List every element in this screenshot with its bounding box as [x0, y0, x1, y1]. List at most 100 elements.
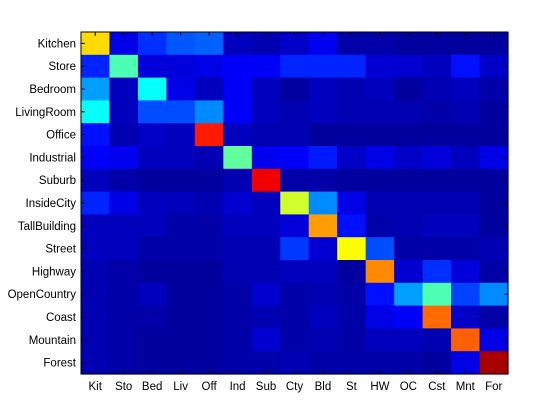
- y-tick-label: Bedroom: [29, 84, 76, 96]
- heatmap-cell: [422, 237, 452, 261]
- heatmap-cell: [337, 260, 367, 284]
- heatmap-cell: [251, 146, 281, 170]
- heatmap-cell: [81, 191, 111, 215]
- heatmap-cell: [109, 214, 139, 238]
- heatmap-cell: [337, 282, 367, 307]
- heatmap-cell: [280, 237, 310, 261]
- heatmap-cell: [365, 282, 395, 307]
- heatmap-cell: [109, 260, 139, 284]
- heatmap-cell: [365, 54, 395, 79]
- heatmap-cell: [109, 123, 139, 147]
- heatmap-cell: [280, 351, 310, 375]
- heatmap-cell: [337, 54, 367, 79]
- heatmap-cell: [109, 328, 139, 352]
- heatmap-cell: [194, 260, 224, 284]
- heatmap-cell: [251, 351, 281, 375]
- heatmap-cell: [194, 191, 224, 215]
- heatmap-cell: [365, 260, 395, 284]
- heatmap-cell: [422, 32, 452, 56]
- x-tick-label: Bed: [142, 381, 162, 393]
- heatmap-cell: [308, 168, 338, 193]
- heatmap-cell: [394, 146, 424, 170]
- heatmap-cell: [479, 237, 509, 261]
- heatmap-cell: [223, 168, 253, 193]
- heatmap-cell: [337, 351, 367, 375]
- heatmap-cell: [422, 191, 452, 215]
- heatmap-cell: [166, 146, 196, 170]
- x-tick-label: Kit: [89, 381, 103, 393]
- x-tick-label: HW: [370, 381, 389, 393]
- heatmap-cell: [337, 214, 367, 238]
- heatmap-cell: [166, 32, 196, 56]
- heatmap-cell: [479, 305, 509, 329]
- heatmap-cell: [365, 100, 395, 124]
- heatmap-cell: [451, 168, 481, 193]
- x-tick-label: Off: [202, 381, 218, 393]
- heatmap-cell: [365, 328, 395, 352]
- heatmap-cell: [166, 191, 196, 215]
- heatmap-cell: [308, 146, 338, 170]
- heatmap-cell: [337, 100, 367, 124]
- y-tick-label: OpenCountry: [8, 289, 77, 301]
- heatmap-cell: [365, 146, 395, 170]
- heatmap-cell: [451, 191, 481, 215]
- heatmap-cell: [194, 282, 224, 307]
- x-axis-ticks: Kit Sto Bed Liv Off Ind Sub Cty Bld St HW OC Cst Mnt F…: [89, 32, 503, 393]
- heatmap-cell: [137, 77, 167, 101]
- heatmap-cell: [280, 32, 310, 56]
- heatmap-cell: [251, 54, 281, 79]
- heatmap-cell: [394, 168, 424, 193]
- heatmap-cell: [451, 123, 481, 147]
- heatmap-cell: [166, 77, 196, 101]
- heatmap-cell: [166, 168, 196, 193]
- y-tick-label: Office: [46, 130, 76, 142]
- heatmap-cell: [223, 100, 253, 124]
- heatmap-cell: [223, 328, 253, 352]
- heatmap-cell: [394, 260, 424, 284]
- heatmap-cell: [308, 305, 338, 329]
- heatmap-cell: [394, 191, 424, 215]
- heatmap-cell: [194, 32, 224, 56]
- heatmap-cell: [308, 77, 338, 101]
- heatmap-cell: [479, 168, 509, 193]
- heatmap-cell: [394, 100, 424, 124]
- heatmap-cell: [337, 328, 367, 352]
- heatmap-cell: [280, 191, 310, 215]
- y-tick-label: Forest: [43, 358, 76, 370]
- heatmap-cell: [251, 168, 281, 193]
- heatmap-cell: [223, 282, 253, 307]
- heatmap-cell: [479, 214, 509, 238]
- heatmap-cell: [137, 123, 167, 147]
- x-tick-label: Mnt: [456, 381, 476, 393]
- heatmap-cell: [223, 54, 253, 79]
- heatmap-cell: [451, 305, 481, 329]
- heatmap-cell: [251, 123, 281, 147]
- heatmap-cell: [308, 54, 338, 79]
- heatmap-cell: [223, 123, 253, 147]
- heatmap-cell: [166, 54, 196, 79]
- heatmap-cell: [479, 351, 509, 375]
- heatmap-cell: [308, 282, 338, 307]
- heatmap-cell: [479, 54, 509, 79]
- heatmap-cell: [137, 351, 167, 375]
- heatmap-cell: [137, 260, 167, 284]
- y-tick-label: TallBuilding: [18, 221, 76, 233]
- heatmap-cell: [479, 77, 509, 101]
- heatmap-cell: [166, 282, 196, 307]
- heatmap-cell: [194, 168, 224, 193]
- heatmap-cell: [81, 100, 111, 124]
- heatmap-cell: [137, 305, 167, 329]
- heatmap-cell: [109, 191, 139, 215]
- heatmap-cell: [166, 100, 196, 124]
- heatmap-cell: [394, 282, 424, 307]
- y-tick-label: Suburb: [39, 175, 76, 187]
- heatmap-cell: [337, 32, 367, 56]
- heatmap-cell: [337, 305, 367, 329]
- heatmap-cell: [365, 123, 395, 147]
- heatmap-cell: [337, 146, 367, 170]
- heatmap-cell: [280, 100, 310, 124]
- heatmap-cell: [308, 32, 338, 56]
- heatmap-cell: [280, 214, 310, 238]
- heatmap-cell: [422, 54, 452, 79]
